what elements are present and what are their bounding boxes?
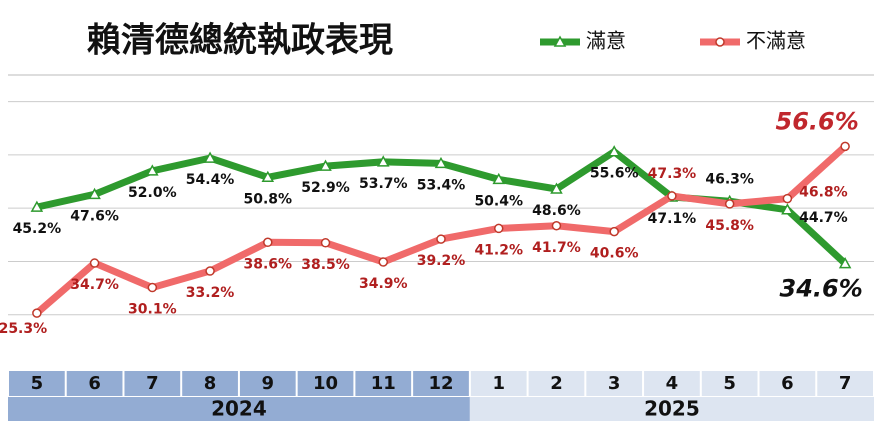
x-tick-label: 5 <box>723 373 736 394</box>
data-label: 34.7% <box>70 277 119 293</box>
x-tick-label: 2 <box>550 373 563 394</box>
month-cell <box>644 371 700 396</box>
point-marker <box>551 221 562 231</box>
data-label: 50.8% <box>244 191 293 207</box>
month-cell <box>182 371 238 396</box>
point-marker <box>782 193 793 204</box>
point-marker <box>781 203 794 215</box>
data-label: 30.1% <box>128 302 177 318</box>
point-marker <box>320 238 331 248</box>
x-tick-label: 12 <box>428 373 453 394</box>
point-marker <box>205 266 215 276</box>
month-cell <box>528 371 585 396</box>
data-label: 55.6% <box>590 166 639 182</box>
point-marker <box>667 191 677 201</box>
point-marker <box>607 145 621 157</box>
data-label: 39.2% <box>417 253 466 269</box>
point-marker <box>263 237 273 248</box>
data-label: 44.7% <box>799 210 848 226</box>
month-cell <box>9 371 65 396</box>
x-tick-label: 11 <box>371 373 396 394</box>
point-marker <box>840 141 850 152</box>
x-tick-label: 8 <box>204 373 217 394</box>
month-cell <box>297 371 354 396</box>
data-label: 38.6% <box>244 256 293 272</box>
legend-label: 滿意 <box>586 29 626 53</box>
year-band <box>469 397 874 421</box>
data-label: 25.3% <box>0 321 47 337</box>
data-label: 47.3% <box>648 166 697 182</box>
legend-marker <box>715 37 725 47</box>
month-cell <box>413 371 469 396</box>
point-marker <box>550 182 563 194</box>
x-tick-label: 6 <box>88 373 101 394</box>
data-label: 52.9% <box>301 180 350 196</box>
year-label: 2025 <box>644 397 700 421</box>
data-label: 33.2% <box>186 285 235 301</box>
point-marker <box>30 200 44 212</box>
data-label: 41.2% <box>474 242 523 258</box>
point-marker <box>609 226 619 237</box>
data-label: 50.4% <box>474 193 523 209</box>
data-label: 47.1% <box>648 211 697 227</box>
point-marker <box>493 223 504 234</box>
data-label: 47.6% <box>70 208 119 224</box>
x-tick-label: 9 <box>262 373 275 394</box>
x-tick-label: 10 <box>313 373 338 394</box>
month-cell <box>701 371 758 396</box>
month-cell <box>586 371 643 396</box>
data-label: 54.4% <box>186 172 235 188</box>
x-tick-label: 7 <box>146 373 159 394</box>
point-marker <box>492 172 506 185</box>
month-cell <box>66 371 123 396</box>
data-label: 40.6% <box>590 246 639 262</box>
data-label: 45.2% <box>13 221 62 237</box>
month-cell <box>817 371 873 396</box>
year-label: 2024 <box>211 397 267 421</box>
data-label: 53.7% <box>359 176 408 192</box>
data-label: 46.8% <box>799 185 848 201</box>
data-label: 52.0% <box>128 185 177 201</box>
point-marker <box>434 156 448 169</box>
data-label: 46.3% <box>705 171 754 187</box>
point-marker <box>838 257 852 269</box>
point-marker <box>376 155 390 167</box>
data-label: 53.4% <box>417 177 466 193</box>
point-marker <box>724 199 735 209</box>
data-label: 48.6% <box>532 203 581 219</box>
year-band <box>8 397 470 421</box>
point-marker <box>436 234 446 244</box>
month-cell <box>239 371 296 396</box>
x-tick-label: 3 <box>608 373 621 394</box>
month-cell <box>124 371 181 396</box>
data-label: 45.8% <box>705 218 754 234</box>
month-cell <box>470 371 527 396</box>
point-marker <box>261 170 275 183</box>
point-marker <box>32 308 42 318</box>
chart-title: 賴清德總統執政表現 <box>87 21 393 61</box>
point-marker <box>88 187 101 200</box>
data-label: 56.6% <box>776 107 859 135</box>
x-tick-label: 4 <box>666 373 679 394</box>
x-tick-label: 1 <box>492 373 505 394</box>
x-tick-label: 5 <box>31 373 44 394</box>
point-marker <box>147 282 158 293</box>
legend-label: 不滿意 <box>746 29 806 53</box>
point-marker <box>146 164 159 176</box>
data-label: 34.6% <box>780 275 863 303</box>
series-line <box>36 148 848 267</box>
point-marker <box>319 159 332 171</box>
point-marker <box>203 151 217 163</box>
month-cell <box>759 371 816 396</box>
month-cell <box>355 371 412 396</box>
legend-marker <box>553 35 567 47</box>
point-marker <box>89 258 100 268</box>
point-marker <box>378 257 389 267</box>
data-label: 34.9% <box>359 276 408 292</box>
data-label: 41.7% <box>532 240 581 256</box>
data-label: 38.5% <box>301 257 350 273</box>
x-tick-label: 6 <box>781 373 794 394</box>
x-tick-label: 7 <box>839 373 852 394</box>
